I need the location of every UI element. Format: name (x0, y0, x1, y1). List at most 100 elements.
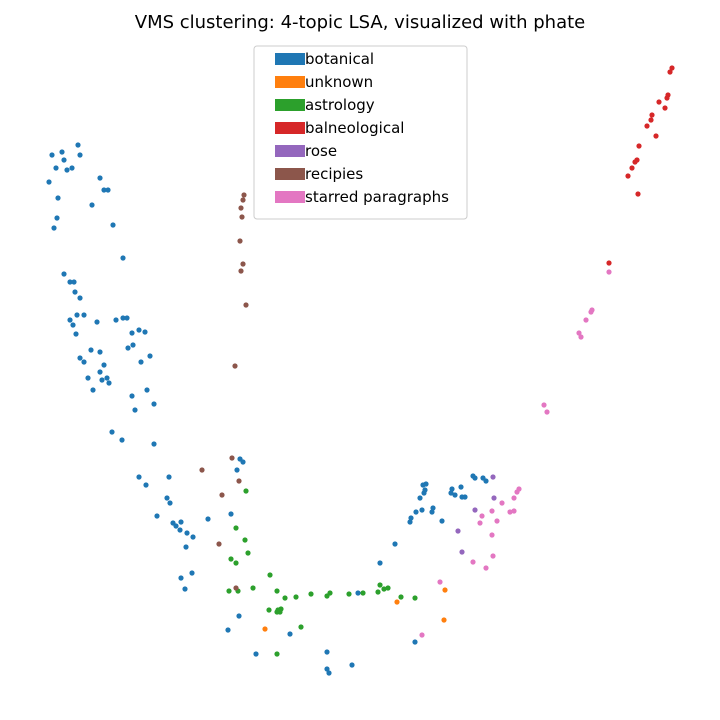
data-point (429, 509, 435, 515)
legend-label: rose (305, 142, 337, 160)
data-point (164, 495, 170, 501)
data-point (417, 495, 423, 501)
data-point (477, 520, 483, 526)
data-point (327, 590, 333, 596)
data-point (74, 312, 80, 318)
data-point (55, 195, 61, 201)
data-point (90, 387, 96, 393)
data-point (228, 511, 234, 517)
data-point (89, 202, 95, 208)
data-point (439, 518, 445, 524)
data-point (154, 513, 160, 519)
data-point (166, 474, 172, 480)
series-astrology (226, 488, 418, 657)
data-point (578, 334, 584, 340)
data-point (239, 214, 245, 220)
legend-swatch (275, 191, 305, 203)
data-point (88, 347, 94, 353)
data-point (349, 662, 355, 668)
data-point (470, 559, 476, 565)
data-point (238, 268, 244, 274)
data-point (109, 429, 115, 435)
data-point (101, 362, 107, 368)
data-point (245, 550, 251, 556)
legend-frame (253, 45, 468, 220)
data-point (472, 475, 478, 481)
series-recipies (199, 192, 249, 591)
data-point (67, 317, 73, 323)
data-point (124, 315, 130, 321)
data-point (262, 626, 268, 632)
data-point (106, 380, 112, 386)
data-point (653, 133, 659, 139)
data-point (437, 579, 443, 585)
data-point (97, 369, 103, 375)
data-point (59, 149, 65, 155)
data-point (199, 467, 205, 473)
data-point (407, 519, 413, 525)
data-point (499, 500, 505, 506)
data-point (541, 402, 547, 408)
data-point (242, 537, 248, 543)
data-point (54, 215, 60, 221)
data-point (489, 508, 495, 514)
data-point (71, 279, 77, 285)
data-point (381, 586, 387, 592)
data-point (324, 649, 330, 655)
data-point (648, 117, 654, 123)
data-point (576, 330, 582, 336)
data-point (136, 474, 142, 480)
data-point (81, 359, 87, 365)
data-point (346, 591, 352, 597)
data-point (237, 238, 243, 244)
data-point (228, 556, 234, 562)
data-point (183, 544, 189, 550)
legend-swatch (275, 53, 305, 65)
data-point (664, 95, 670, 101)
data-point (308, 591, 314, 597)
data-point (377, 560, 383, 566)
data-point (266, 607, 272, 613)
data-point (85, 375, 91, 381)
series-unknown (262, 587, 448, 632)
legend-label: balneological (305, 119, 404, 137)
data-point (236, 613, 242, 619)
data-point (360, 590, 366, 596)
data-point (70, 322, 76, 328)
data-point (143, 482, 149, 488)
data-point (144, 387, 150, 393)
data-point (455, 528, 461, 534)
data-point (419, 507, 425, 513)
data-point (61, 271, 67, 277)
data-point (274, 588, 280, 594)
data-point (189, 570, 195, 576)
data-point (81, 312, 87, 318)
data-point (240, 459, 246, 465)
data-point (77, 295, 83, 301)
data-point (459, 494, 465, 500)
data-point (644, 123, 650, 129)
data-point (177, 527, 183, 533)
points-layer (46, 65, 675, 676)
data-point (151, 401, 157, 407)
data-point (267, 572, 273, 578)
data-point (49, 152, 55, 158)
data-point (97, 349, 103, 355)
data-point (394, 599, 400, 605)
data-point (243, 302, 249, 308)
data-point (233, 525, 239, 531)
legend-label: unknown (305, 73, 373, 91)
data-point (243, 488, 249, 494)
data-point (240, 197, 246, 203)
data-point (326, 670, 332, 676)
series-balneological (606, 65, 675, 266)
data-point (649, 112, 655, 118)
data-point (669, 65, 675, 71)
data-point (544, 409, 550, 415)
data-point (458, 484, 464, 490)
data-point (226, 588, 232, 594)
data-point (167, 500, 173, 506)
data-point (125, 345, 131, 351)
data-point (324, 666, 330, 672)
